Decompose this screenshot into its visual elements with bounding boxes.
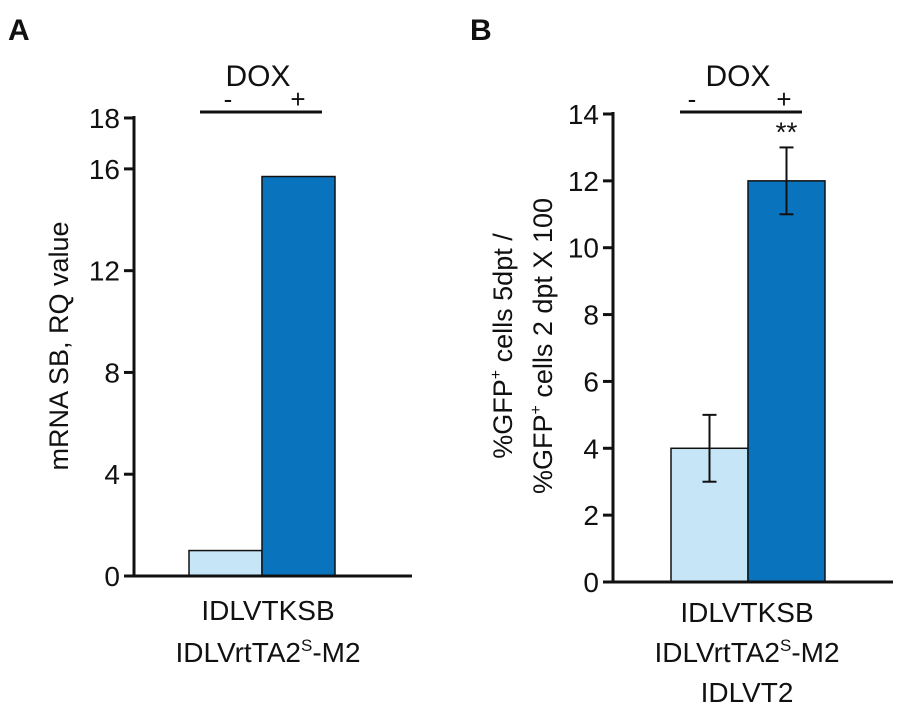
panel-b-x-label-main: IDLVrtTA2 bbox=[654, 637, 780, 668]
panel-b-cat-minus: - bbox=[688, 84, 697, 114]
panel-b-ticks: 0 2 4 6 8 10 12 14 bbox=[568, 99, 613, 598]
panel-a-x-label-suffix: -M2 bbox=[312, 637, 360, 668]
panel-a-cat-plus: + bbox=[290, 84, 305, 114]
y-tick-label: 4 bbox=[104, 459, 120, 490]
panel-b-y-axis-label-line1: %GFP+ cells 5dpt / bbox=[488, 233, 518, 459]
y-tick-label: 8 bbox=[583, 300, 599, 331]
y-tick-label: 4 bbox=[583, 433, 599, 464]
panel-b-ylabel-1a: %GFP bbox=[488, 379, 518, 459]
panel-a-ticks: 0 4 8 12 16 18 bbox=[89, 103, 134, 592]
y-tick-label: 8 bbox=[104, 357, 120, 388]
panel-a-x-label-main: IDLVrtTA2 bbox=[175, 637, 301, 668]
panel-a: A DOX - + 0 4 8 12 16 18 mRNA SB, RQ value ID… bbox=[8, 14, 412, 668]
panel-b-ylabel-1b: cells 5dpt / bbox=[488, 233, 518, 370]
panel-b-ylabel-2b: cells 2 dpt X 100 bbox=[528, 198, 558, 405]
significance-annotation: ** bbox=[776, 116, 798, 147]
panel-a-x-label-line1: IDLVTKSB bbox=[201, 595, 334, 626]
panel-a-x-label-superscript: S bbox=[301, 636, 312, 655]
panel-b-bars: ** bbox=[670, 116, 826, 583]
panel-b-ylabel-2-sup: + bbox=[528, 405, 545, 414]
bar-plus-dox bbox=[747, 180, 826, 583]
panel-b-dox-label: DOX bbox=[705, 60, 770, 93]
y-tick-label: 12 bbox=[89, 256, 120, 287]
bar-minus-dox bbox=[188, 549, 263, 577]
y-tick-label: 0 bbox=[583, 567, 599, 598]
panel-b-x-label-line1: IDLVTKSB bbox=[680, 597, 813, 628]
y-tick-label: 6 bbox=[583, 366, 599, 397]
y-tick-label: 12 bbox=[568, 166, 599, 197]
panel-b-x-label-superscript: S bbox=[780, 636, 791, 655]
y-tick-label: 14 bbox=[568, 99, 599, 130]
panel-a-label: A bbox=[8, 14, 30, 47]
panel-a-dox-label: DOX bbox=[225, 60, 290, 93]
y-tick-label: 16 bbox=[89, 154, 120, 185]
panel-b-x-label-line3: IDLVT2 bbox=[701, 677, 794, 708]
panel-b-label: B bbox=[470, 14, 492, 47]
panel-b-x-label-suffix: -M2 bbox=[791, 637, 839, 668]
panel-b-x-label-line2: IDLVrtTA2S-M2 bbox=[654, 636, 839, 668]
panel-a-cat-minus: - bbox=[224, 84, 233, 114]
panel-b-cat-plus: + bbox=[776, 84, 791, 114]
panel-b-ylabel-1-sup: + bbox=[488, 370, 505, 379]
y-tick-label: 10 bbox=[568, 233, 599, 264]
y-tick-label: 2 bbox=[583, 500, 599, 531]
y-tick-label: 0 bbox=[104, 561, 120, 592]
panel-b-ylabel-2a: %GFP bbox=[528, 414, 558, 494]
bar-plus-dox bbox=[261, 175, 336, 577]
y-tick-label: 18 bbox=[89, 103, 120, 134]
panel-a-x-label-line2: IDLVrtTA2S-M2 bbox=[175, 636, 360, 668]
panel-a-bars bbox=[188, 175, 336, 577]
panel-a-y-axis-label: mRNA SB, RQ value bbox=[44, 221, 74, 470]
panel-b-y-axis-label-line2: %GFP+ cells 2 dpt X 100 bbox=[528, 198, 558, 494]
